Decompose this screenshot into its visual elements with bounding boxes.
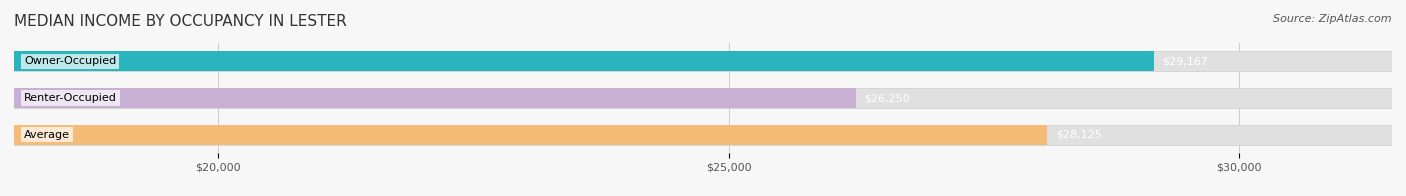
Text: Source: ZipAtlas.com: Source: ZipAtlas.com bbox=[1274, 14, 1392, 24]
Bar bbox=[14, 124, 1392, 145]
Bar bbox=[14, 88, 1392, 108]
Text: Renter-Occupied: Renter-Occupied bbox=[24, 93, 117, 103]
Bar bbox=[14, 51, 1154, 72]
Text: $28,125: $28,125 bbox=[1056, 130, 1101, 140]
Bar bbox=[14, 51, 1392, 72]
Text: Owner-Occupied: Owner-Occupied bbox=[24, 56, 117, 66]
Bar bbox=[14, 124, 1047, 145]
Text: $29,167: $29,167 bbox=[1161, 56, 1208, 66]
Text: $26,250: $26,250 bbox=[865, 93, 910, 103]
Bar bbox=[14, 88, 856, 108]
Text: Average: Average bbox=[24, 130, 70, 140]
Text: MEDIAN INCOME BY OCCUPANCY IN LESTER: MEDIAN INCOME BY OCCUPANCY IN LESTER bbox=[14, 14, 347, 29]
